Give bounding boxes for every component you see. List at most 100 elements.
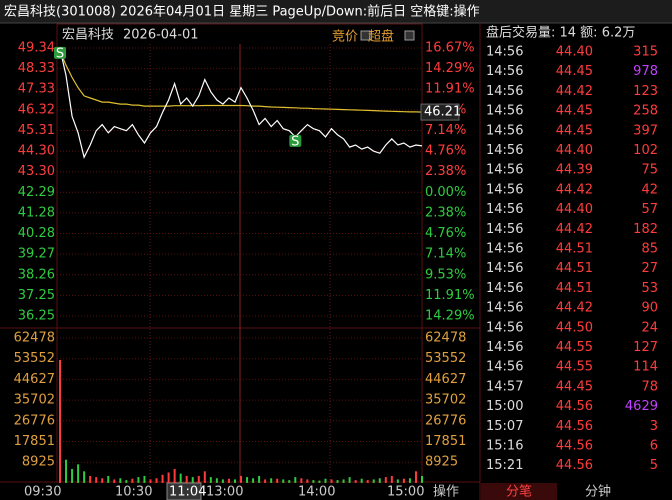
trade-time: 14:56 — [486, 301, 523, 316]
volume-bar — [113, 479, 116, 483]
trade-volume: 978 — [633, 64, 658, 79]
volume-bar — [125, 480, 128, 483]
trade-time: 14:56 — [486, 320, 523, 335]
volume-bar — [155, 478, 158, 483]
volume-tick: 44627 — [425, 372, 466, 387]
volume-tick: 8925 — [22, 455, 55, 470]
volume-bar — [336, 480, 339, 483]
trade-price: 44.56 — [556, 439, 593, 454]
action-label[interactable]: 操作 — [433, 484, 459, 500]
trade-price: 44.55 — [556, 340, 593, 355]
volume-tick: 35702 — [425, 393, 466, 408]
price-line — [59, 48, 423, 160]
volume-bar — [378, 478, 381, 483]
trade-volume: 57 — [641, 202, 658, 217]
volume-bar — [131, 478, 134, 483]
volume-bar — [209, 477, 212, 483]
trade-time: 14:56 — [486, 104, 523, 119]
trade-time: 14:56 — [486, 64, 523, 79]
price-tick: 40.28 — [18, 226, 55, 241]
trade-price: 44.50 — [556, 320, 593, 335]
volume-bar — [294, 477, 297, 483]
toggle-label[interactable]: 竞价 — [332, 29, 358, 45]
trade-price: 44.45 — [556, 64, 593, 79]
tab[interactable]: 分钟 — [585, 484, 611, 500]
volume-tick: 26776 — [14, 413, 55, 428]
trade-price: 44.42 — [556, 301, 593, 316]
tab[interactable]: 分笔 — [506, 484, 532, 500]
trade-volume: 78 — [641, 379, 658, 394]
pct-tick: 14.29% — [425, 61, 475, 76]
volume-bar — [366, 480, 369, 483]
trade-volume: 315 — [633, 45, 658, 60]
avg-line — [59, 50, 423, 113]
trade-price: 44.51 — [556, 261, 593, 276]
volume-bar — [258, 475, 261, 483]
pct-tick: 7.14% — [425, 123, 466, 138]
price-tick: 36.25 — [18, 309, 55, 324]
trade-time: 14:56 — [486, 84, 523, 99]
trade-volume: 85 — [641, 242, 658, 257]
grid — [149, 44, 331, 482]
volume-tick: 8925 — [425, 455, 458, 470]
volume-bar — [89, 475, 92, 483]
volume-bar — [119, 478, 122, 483]
trade-price: 44.55 — [556, 360, 593, 375]
trade-price: 44.56 — [556, 458, 593, 473]
trade-price: 44.39 — [556, 163, 593, 178]
trade-time: 14:56 — [486, 281, 523, 296]
trade-price: 44.51 — [556, 281, 593, 296]
trade-time: 14:56 — [486, 143, 523, 158]
volume-bar — [360, 478, 363, 483]
pct-tick: 4.76% — [425, 144, 466, 159]
toggle-label[interactable]: 超盘 — [368, 29, 394, 45]
pct-tick: 4.76% — [425, 226, 466, 241]
price-tick: 46.32 — [18, 102, 55, 117]
trade-time: 14:56 — [486, 123, 523, 138]
trade-volume: 53 — [641, 281, 658, 296]
pct-tick: 14.29% — [425, 309, 475, 324]
volume-bar — [300, 478, 303, 483]
signal-icon — [54, 46, 66, 59]
trade-summary: 盘后交易量: 14 额: 6.2万 — [486, 25, 635, 41]
volume-bar — [191, 477, 194, 483]
pct-tick: 9.53% — [425, 267, 466, 282]
volume-bar — [227, 478, 230, 483]
trade-volume: 42 — [641, 182, 658, 197]
volume-bar — [77, 464, 80, 483]
avg-label-bg — [420, 103, 460, 121]
price-tick: 39.27 — [18, 247, 55, 262]
pct-tick: 0.00% — [425, 185, 466, 200]
tab-active[interactable] — [481, 483, 557, 500]
trade-time: 14:56 — [486, 360, 523, 375]
trade-time: 14:57 — [486, 379, 523, 394]
trade-price: 44.56 — [556, 399, 593, 414]
trade-price: 44.45 — [556, 379, 593, 394]
time-label: 11:04 — [169, 485, 206, 500]
signal-label: S — [56, 46, 64, 61]
volume-bar — [252, 478, 255, 483]
trade-price: 44.40 — [556, 202, 593, 217]
volume-bar — [95, 477, 98, 483]
trade-time: 14:56 — [486, 163, 523, 178]
trade-volume: 24 — [641, 320, 658, 335]
price-tick: 44.30 — [18, 144, 55, 159]
trade-volume: 4629 — [625, 399, 658, 414]
volume-bar — [215, 478, 218, 483]
volume-bar — [270, 478, 273, 483]
volume-bar — [83, 471, 86, 483]
volume-bar — [354, 480, 357, 483]
volume-bar — [402, 478, 405, 483]
volume-bar — [421, 475, 423, 483]
volume-bar — [312, 480, 315, 483]
volume-bar — [342, 479, 345, 483]
price-tick: 41.28 — [18, 205, 55, 220]
trade-volume: 182 — [633, 222, 658, 237]
volume-bar — [276, 478, 279, 483]
price-tick: 49.34 — [18, 41, 55, 56]
trade-time: 15:21 — [486, 458, 523, 473]
trade-price: 44.40 — [556, 143, 593, 158]
time-label: 09:30 — [24, 485, 61, 500]
volume-tick: 62478 — [14, 331, 55, 346]
